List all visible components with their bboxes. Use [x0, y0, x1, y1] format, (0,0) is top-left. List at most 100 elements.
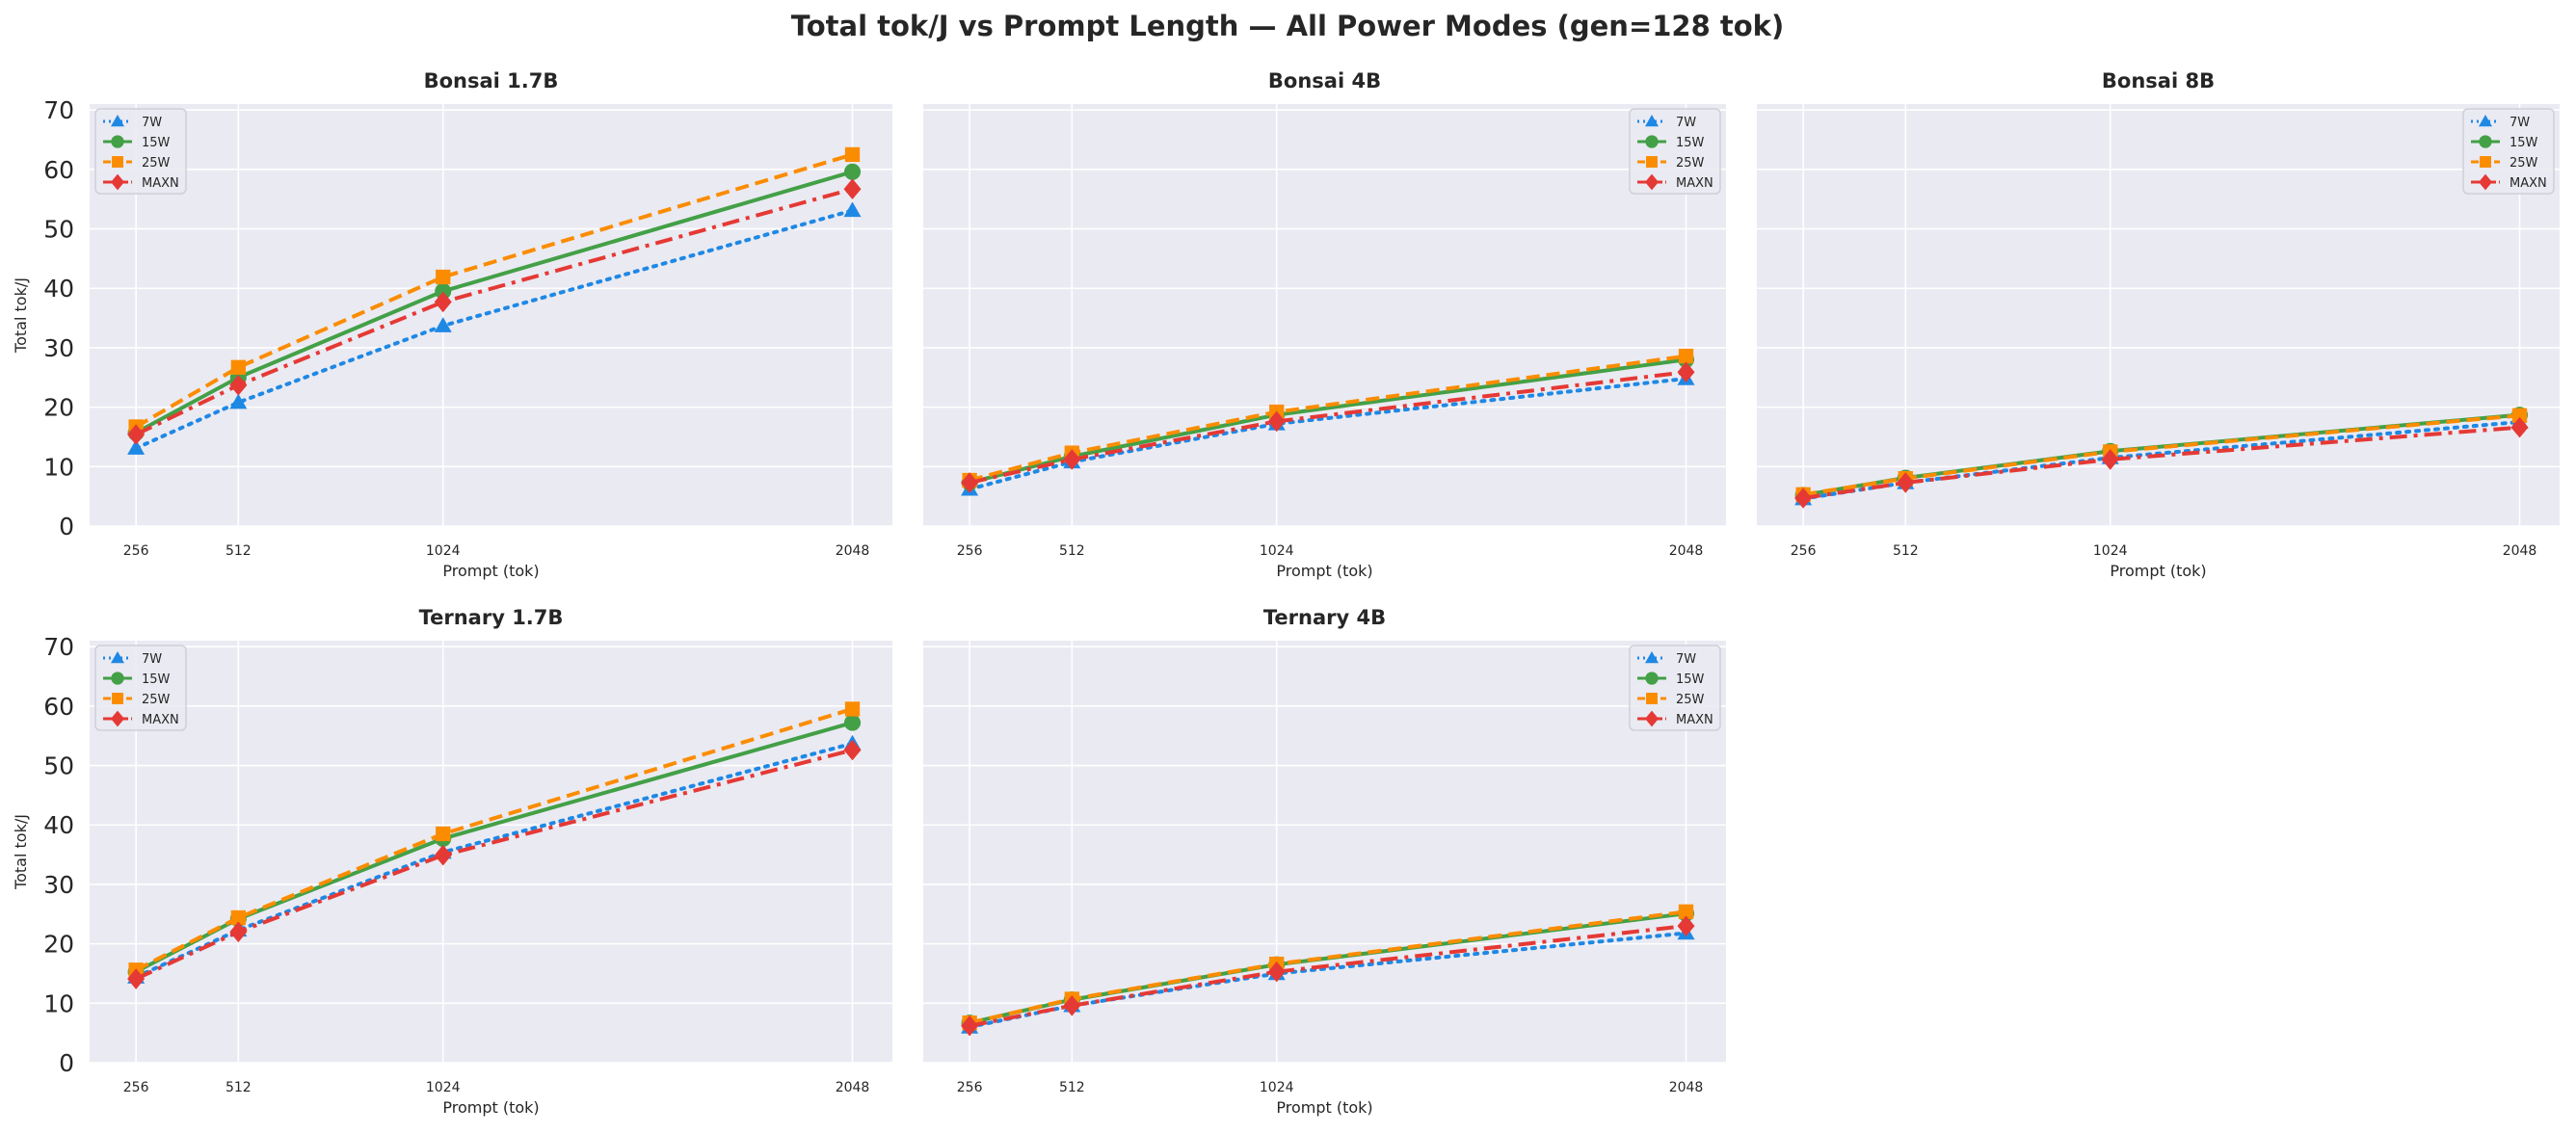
legend-label: 25W [1676, 693, 1705, 707]
series-line [135, 721, 854, 974]
y-tick-label: 50 [43, 216, 74, 244]
plot-area [90, 104, 892, 526]
data-point [1897, 472, 1915, 493]
legend-label: MAXN [2510, 176, 2547, 191]
subplot-title: Bonsai 4B [1268, 69, 1381, 92]
data-point [230, 359, 246, 375]
data-point [230, 909, 246, 926]
data-point [961, 472, 979, 493]
legend-marker [111, 135, 124, 148]
data-point [2101, 449, 2119, 470]
legend-marker [1645, 135, 1659, 148]
data-point [229, 374, 248, 396]
data-point [434, 844, 452, 866]
x-tick-label: 512 [226, 543, 252, 559]
subplot-0: Bonsai 1.7B 0 10 20 30 40 50 60 70 256 512 1024 2048… [12, 69, 892, 580]
legend: 7W 15W 25W MAXN [1629, 645, 1721, 731]
x-tick-label: 512 [1893, 543, 1919, 559]
y-tick-label: 10 [43, 989, 74, 1017]
x-tick-label: 1024 [2093, 543, 2128, 559]
x-tick-label: 2048 [1669, 543, 1704, 559]
legend-marker [2479, 173, 2492, 191]
data-point [844, 701, 861, 717]
x-tick-label: 2048 [1669, 1080, 1704, 1095]
series-MAXN [127, 178, 862, 445]
data-point [844, 146, 861, 163]
data-point [1678, 348, 1694, 364]
data-point [434, 291, 452, 313]
data-point [961, 1014, 979, 1037]
legend-label: 15W [142, 136, 171, 150]
series-line [968, 377, 1688, 491]
subplot-4: Ternary 4B 256 512 1024 2048 Prompt (tok) 7W 15… [923, 606, 1726, 1117]
legend-label: 7W [2510, 116, 2530, 130]
series-line [969, 370, 1686, 485]
legend-marker [2479, 135, 2492, 148]
y-tick-label: 30 [43, 871, 74, 899]
subplot-title: Bonsai 8B [2102, 69, 2215, 92]
series-line [135, 748, 853, 981]
y-tick-label: 10 [43, 453, 74, 481]
series-line [134, 208, 855, 451]
legend-marker [2480, 156, 2491, 168]
data-point [2510, 416, 2529, 438]
x-tick-label: 512 [226, 1080, 252, 1095]
legend-marker [1645, 672, 1659, 685]
legend-label: 7W [142, 652, 162, 667]
legend-marker [1645, 173, 1659, 191]
x-axis-label: Prompt (tok) [2110, 562, 2206, 580]
x-tick-label: 256 [123, 1080, 149, 1095]
plot-area [90, 641, 892, 1063]
data-point [434, 317, 452, 332]
legend-label: 15W [142, 672, 171, 687]
legend: 7W 15W 25W MAXN [2462, 108, 2555, 195]
legend-marker [1645, 651, 1659, 664]
data-point [127, 424, 146, 445]
y-tick-label: 40 [43, 275, 74, 303]
plot-area [1757, 104, 2560, 526]
legend-label: MAXN [142, 176, 179, 191]
legend-label: 25W [1676, 156, 1705, 171]
data-point [1678, 904, 1694, 919]
series-line [135, 187, 854, 436]
y-axis-label: Total tok/J [12, 277, 30, 354]
x-tick-label: 512 [1059, 1080, 1085, 1095]
x-tick-label: 512 [1059, 543, 1085, 559]
series-MAXN [961, 361, 1695, 493]
legend-label: 15W [1676, 672, 1705, 687]
subplot-title: Ternary 4B [1263, 606, 1386, 629]
data-point [1794, 487, 1813, 509]
data-point [1677, 915, 1695, 936]
subplot-title: Ternary 1.7B [419, 606, 564, 629]
y-tick-label: 40 [43, 811, 74, 839]
series-line [1802, 425, 2520, 500]
x-axis-label: Prompt (tok) [1276, 562, 1372, 580]
legend-label: 7W [142, 116, 162, 130]
data-point [435, 282, 452, 300]
subplot-title: Bonsai 1.7B [424, 69, 559, 92]
data-point [1267, 410, 1286, 433]
legend-marker [112, 693, 123, 704]
data-point [843, 178, 862, 200]
legend-marker [111, 672, 124, 685]
y-tick-label: 0 [59, 1049, 74, 1077]
legend-label: 15W [1676, 136, 1705, 150]
data-point [1267, 961, 1286, 983]
series-line [969, 909, 1686, 1025]
series-line [968, 931, 1688, 1029]
subplot-2: Bonsai 8B 256 512 1024 2048 Prompt (tok) 7W 15W… [1757, 69, 2560, 580]
y-tick-label: 20 [43, 931, 74, 959]
x-tick-label: 2048 [2503, 543, 2537, 559]
figure-title: Total tok/J vs Prompt Length — All Power… [791, 10, 1784, 42]
series-MAXN [1794, 416, 2529, 509]
x-tick-label: 1024 [1260, 543, 1294, 559]
legend-box [94, 645, 187, 731]
legend-label: MAXN [142, 713, 179, 727]
data-point [1063, 449, 1081, 470]
legend-marker [1645, 115, 1659, 127]
x-tick-label: 2048 [836, 1080, 870, 1095]
y-tick-label: 50 [43, 752, 74, 780]
series-line [969, 354, 1686, 483]
legend-marker [111, 173, 124, 191]
data-point [843, 163, 862, 180]
